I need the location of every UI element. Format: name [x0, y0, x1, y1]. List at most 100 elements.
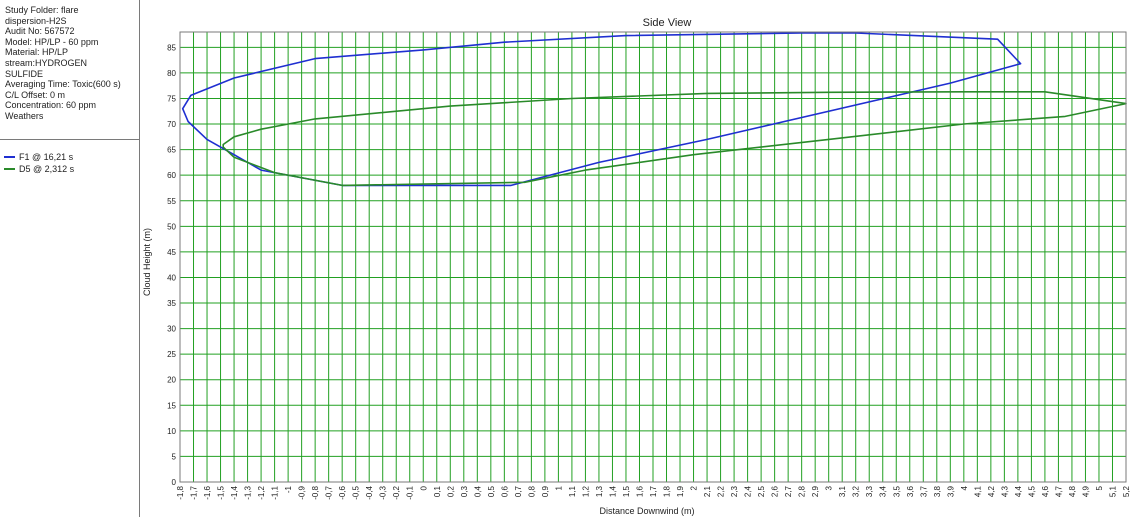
y-tick-label: 65	[167, 146, 176, 155]
x-tick-label: 5,1	[1108, 485, 1117, 497]
left-panel: Study Folder: flare dispersion-H2S Audit…	[0, 0, 140, 517]
x-tick-label: 2,3	[730, 485, 739, 497]
info-line: C/L Offset: 0 m	[5, 89, 66, 100]
y-tick-label: 25	[167, 350, 176, 359]
x-tick-label: 3,1	[838, 485, 847, 497]
x-tick-label: -1,2	[257, 485, 266, 499]
y-tick-label: 60	[167, 171, 176, 180]
x-tick-label: -0,9	[298, 485, 307, 499]
info-line: dispersion-H2S	[5, 15, 67, 26]
x-tick-label: 4,3	[1000, 485, 1009, 497]
x-tick-label: 3,3	[865, 485, 874, 497]
y-tick-label: 20	[167, 376, 176, 385]
x-tick-label: -0,2	[392, 485, 401, 499]
y-tick-label: 75	[167, 94, 176, 103]
study-info-panel: Study Folder: flare dispersion-H2S Audit…	[0, 0, 139, 140]
x-tick-label: 0	[419, 485, 428, 490]
x-tick-label: -0,6	[338, 485, 347, 499]
legend-swatch-f1	[4, 156, 15, 158]
series-group	[181, 32, 1127, 187]
x-tick-label: 5	[1095, 485, 1104, 490]
x-tick-label: 4,8	[1068, 485, 1077, 497]
x-tick-label: 3	[825, 485, 834, 490]
y-tick-label: 35	[167, 299, 176, 308]
x-tick-labels: -1,8 -1,7 -1,6 -1,5 -1,4 -1,3 -1,2 -1,1 -1 -0,9 -0…	[176, 485, 1131, 499]
x-tick-label: -1,4	[230, 485, 239, 499]
legend-swatch-d5	[4, 168, 15, 170]
x-tick-label: 4,6	[1041, 485, 1050, 497]
x-tick-label: 0,8	[527, 485, 536, 497]
x-tick-label: -1,7	[190, 485, 199, 499]
x-tick-label: 2,2	[717, 485, 726, 497]
chart-title: Side View	[643, 17, 692, 29]
x-tick-label: 0,9	[541, 485, 550, 497]
x-tick-label: 3,8	[933, 485, 942, 497]
x-tick-label: 2	[690, 485, 699, 490]
x-tick-label: 4,7	[1054, 485, 1063, 497]
x-tick-label: -0,7	[325, 485, 334, 499]
x-tick-label: -1,6	[203, 485, 212, 499]
x-tick-label: -0,5	[352, 485, 361, 499]
grid	[179, 32, 1127, 483]
info-line: Weathers	[5, 110, 44, 121]
y-tick-label: 40	[167, 273, 176, 282]
side-view-chart: Side View 051015202530354045505560657075…	[142, 17, 1131, 516]
x-tick-label: 1,9	[676, 485, 685, 497]
x-tick-label: -0,8	[311, 485, 320, 499]
x-tick-label: 3,2	[852, 485, 861, 497]
x-tick-label: 3,5	[892, 485, 901, 497]
x-tick-label: 4,1	[973, 485, 982, 497]
x-tick-label: -1	[284, 485, 293, 493]
x-tick-label: 1,2	[581, 485, 590, 497]
x-tick-label: 1,8	[663, 485, 672, 497]
x-tick-label: 0,2	[446, 485, 455, 497]
x-tick-label: -1,5	[217, 485, 226, 499]
x-tick-label: 1,4	[608, 485, 617, 497]
info-line: Concentration: 60 ppm	[5, 100, 97, 111]
plot-frame	[179, 31, 1127, 483]
y-tick-label: 80	[167, 69, 176, 78]
x-tick-label: 1,3	[595, 485, 604, 497]
x-tick-label: 4,5	[1027, 485, 1036, 497]
x-tick-label: 2,8	[798, 485, 807, 497]
x-tick-label: 0,7	[514, 485, 523, 497]
info-line: Model: HP/LP - 60 ppm	[5, 36, 99, 47]
legend-item-d5[interactable]: D5 @ 2,312 s	[4, 163, 74, 175]
y-tick-label: 85	[167, 43, 176, 52]
x-tick-label: 0,4	[473, 485, 482, 497]
series-line-f1[interactable]	[181, 32, 1022, 187]
x-tick-label: 2,4	[744, 485, 753, 497]
x-tick-label: 5,2	[1122, 485, 1131, 497]
info-line: Study Folder: flare	[5, 5, 79, 15]
y-tick-label: 10	[167, 427, 176, 436]
info-line: Material: HP/LP	[5, 47, 69, 58]
x-tick-label: 3,9	[946, 485, 955, 497]
series-line-d5[interactable]	[222, 91, 1127, 187]
y-tick-label: 30	[167, 325, 176, 334]
x-tick-label: 2,5	[757, 485, 766, 497]
x-tick-label: 1,1	[568, 485, 577, 497]
x-tick-label: 0,5	[487, 485, 496, 497]
x-tick-label: 2,1	[703, 485, 712, 497]
y-tick-label: 15	[167, 401, 176, 410]
x-tick-label: 0,6	[500, 485, 509, 497]
x-axis-label: Distance Downwind (m)	[599, 506, 694, 516]
x-tick-label: 4	[960, 485, 969, 490]
legend: F1 @ 16,21 s D5 @ 2,312 s	[4, 151, 74, 175]
y-tick-label: 5	[172, 452, 177, 461]
x-tick-label: 2,7	[784, 485, 793, 497]
legend-item-f1[interactable]: F1 @ 16,21 s	[4, 151, 74, 163]
x-tick-label: 2,9	[811, 485, 820, 497]
x-tick-label: -0,4	[365, 485, 374, 499]
y-tick-labels: 0 5 10 15 20 25 30 35 40 45 50 55 60 65 70 75 80 85	[167, 43, 176, 487]
info-line: stream:HYDROGEN	[5, 57, 88, 68]
legend-label-f1: F1 @ 16,21 s	[19, 152, 74, 162]
x-tick-label: 1	[554, 485, 563, 490]
info-line: SULFIDE	[5, 68, 44, 79]
y-axis-label: Cloud Height (m)	[142, 228, 152, 296]
x-tick-label: 3,6	[906, 485, 915, 497]
y-tick-label: 50	[167, 222, 176, 231]
x-tick-label: 3,7	[919, 485, 928, 497]
x-tick-label: 0,3	[460, 485, 469, 497]
x-tick-label: 4,2	[987, 485, 996, 497]
